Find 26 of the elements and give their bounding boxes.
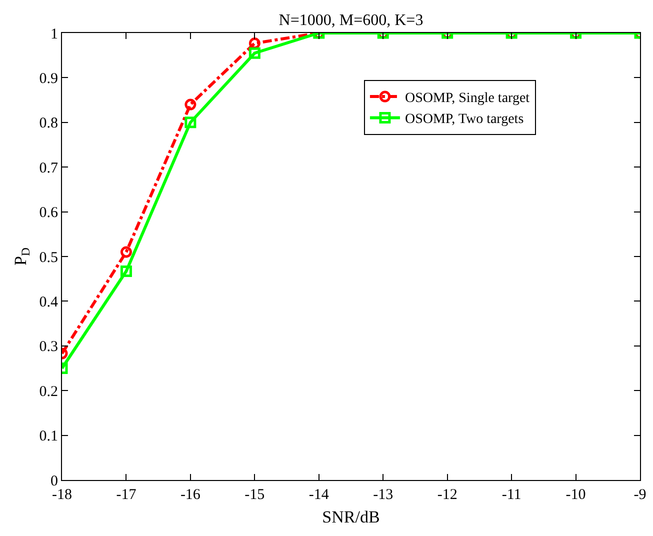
x-tick-label: -10 xyxy=(566,487,586,503)
legend-label: OSOMP, Two targets xyxy=(404,112,524,128)
x-tick-label: -9 xyxy=(634,487,646,503)
point xyxy=(120,246,132,258)
y-tick-label: 0 xyxy=(50,473,58,490)
chart-title: N=1000, M=600, K=3 xyxy=(278,12,424,29)
x-tick-label: -13 xyxy=(373,487,394,503)
legend-label: OSOMP, Single target xyxy=(404,90,530,106)
x-tick-label: -12 xyxy=(437,487,458,503)
x-tick-label: -18 xyxy=(52,487,72,503)
x-axis-title: SNR/dB xyxy=(322,507,380,526)
y-tick-label: 0.7 xyxy=(39,160,58,176)
x-tick-label: -15 xyxy=(244,487,265,503)
y-tick-label: 0.1 xyxy=(39,428,58,445)
y-tick-label: 0.5 xyxy=(39,250,58,266)
y-tick-label: 0.4 xyxy=(39,294,58,310)
x-tick-label: -11 xyxy=(502,487,522,503)
x-tick-label: -17 xyxy=(116,487,137,503)
y-tick-label: 0.8 xyxy=(39,116,58,132)
x-tick-label: -16 xyxy=(180,487,201,503)
y-tick-label: 0.9 xyxy=(39,70,58,87)
y-tick-label: 1 xyxy=(50,26,58,42)
x-tick-label: -14 xyxy=(308,487,330,503)
y-tick-label: 0.2 xyxy=(39,384,58,400)
y-tick-label: 0.6 xyxy=(39,205,58,222)
y-tick-label: 0.3 xyxy=(39,339,58,356)
